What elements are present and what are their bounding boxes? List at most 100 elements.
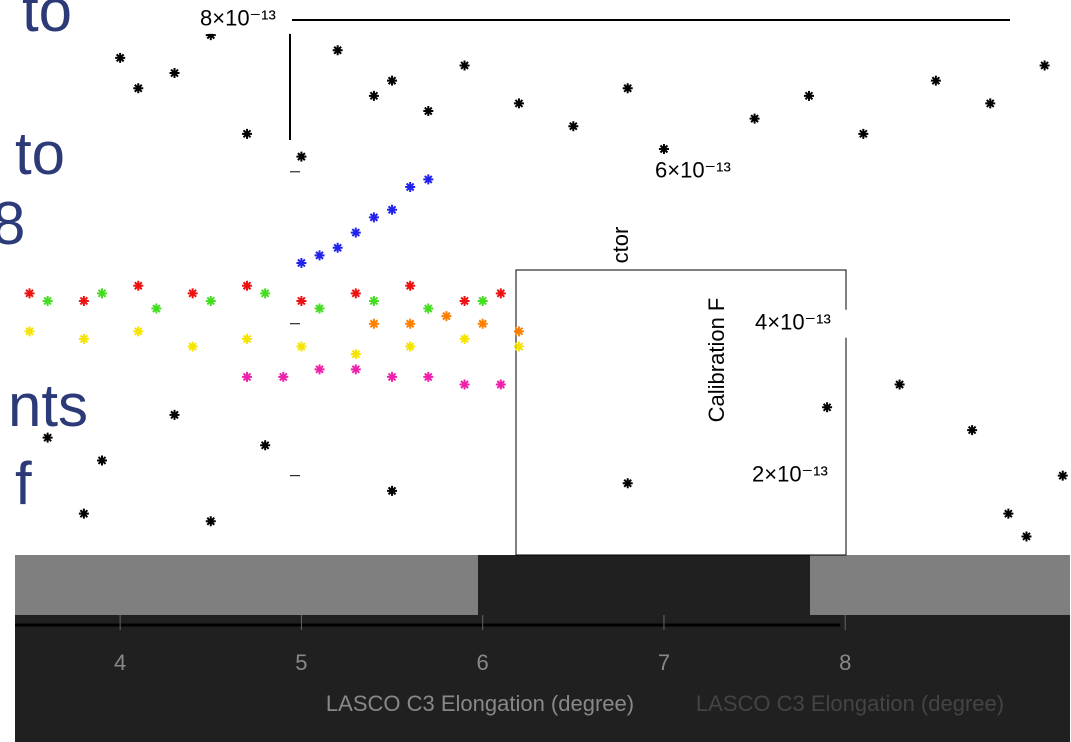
marker — [368, 295, 379, 306]
marker — [78, 295, 89, 306]
marker — [513, 341, 524, 352]
y-tick-label: 2×10⁻¹³ — [752, 461, 828, 486]
marker — [423, 174, 434, 185]
marker — [242, 280, 253, 291]
marker — [568, 121, 579, 132]
marker — [459, 379, 470, 390]
marker — [803, 90, 814, 101]
marker — [622, 478, 633, 489]
marker — [169, 68, 180, 79]
marker — [405, 318, 416, 329]
marker — [405, 341, 416, 352]
slide-text: to — [15, 120, 65, 187]
marker — [242, 128, 253, 139]
marker — [368, 90, 379, 101]
marker — [115, 52, 126, 63]
marker — [658, 144, 669, 155]
marker — [459, 333, 470, 344]
marker — [1003, 508, 1014, 519]
marker — [296, 295, 307, 306]
marker — [24, 288, 35, 299]
marker — [332, 242, 343, 253]
marker — [169, 409, 180, 420]
marker — [296, 151, 307, 162]
marker — [749, 113, 760, 124]
marker — [78, 508, 89, 519]
y-tick-label: 8×10⁻¹³ — [200, 6, 276, 31]
marker — [495, 288, 506, 299]
y-tick-label: 6×10⁻¹³ — [655, 158, 731, 183]
label-bg — [196, 5, 292, 34]
marker — [387, 204, 398, 215]
marker — [42, 295, 53, 306]
gray-band — [810, 555, 1070, 615]
marker — [423, 303, 434, 314]
marker — [967, 425, 978, 436]
marker — [332, 45, 343, 56]
marker — [387, 485, 398, 496]
marker — [858, 128, 869, 139]
marker — [459, 60, 470, 71]
marker — [242, 333, 253, 344]
marker — [133, 83, 144, 94]
label-bg — [651, 157, 747, 186]
marker — [187, 341, 198, 352]
marker — [513, 98, 524, 109]
marker — [151, 303, 162, 314]
x-tick-label: 6 — [477, 650, 489, 675]
marker — [894, 379, 905, 390]
marker — [1021, 531, 1032, 542]
y-label-part: Calibration F — [704, 298, 729, 423]
gray-band — [15, 555, 478, 615]
y-tick-label: 4×10⁻¹³ — [755, 310, 831, 335]
marker — [350, 227, 361, 238]
marker — [441, 311, 452, 322]
marker — [423, 371, 434, 382]
marker — [368, 212, 379, 223]
marker — [205, 516, 216, 527]
slide-text: nts — [8, 372, 88, 439]
marker — [187, 288, 198, 299]
marker — [350, 349, 361, 360]
x-label-ghost: LASCO C3 Elongation (degree) — [696, 691, 1004, 716]
marker — [930, 75, 941, 86]
marker — [513, 326, 524, 337]
x-tick-label: 4 — [114, 650, 126, 675]
marker — [205, 30, 216, 41]
marker — [78, 333, 89, 344]
marker — [133, 280, 144, 291]
marker — [387, 371, 398, 382]
marker — [387, 75, 398, 86]
marker — [314, 364, 325, 375]
marker — [423, 106, 434, 117]
marker — [42, 432, 53, 443]
x-tick-label: 7 — [658, 650, 670, 675]
marker — [97, 455, 108, 466]
marker — [97, 288, 108, 299]
slide-text: f — [15, 450, 32, 517]
label-bg — [748, 461, 844, 490]
marker — [260, 440, 271, 451]
marker — [985, 98, 996, 109]
marker — [822, 402, 833, 413]
marker — [1039, 60, 1050, 71]
marker — [495, 379, 506, 390]
x-label: LASCO C3 Elongation (degree) — [326, 691, 634, 716]
slide-text: 8 — [0, 190, 25, 257]
marker — [368, 318, 379, 329]
marker — [242, 371, 253, 382]
marker — [405, 181, 416, 192]
marker — [260, 288, 271, 299]
x-tick-label: 5 — [295, 650, 307, 675]
label-bg — [751, 309, 847, 338]
marker — [296, 257, 307, 268]
marker — [296, 341, 307, 352]
marker — [477, 318, 488, 329]
marker — [1057, 470, 1068, 481]
marker — [314, 250, 325, 261]
marker — [622, 83, 633, 94]
slide-text: to — [22, 0, 72, 44]
y-label-part: ctor — [608, 227, 633, 264]
